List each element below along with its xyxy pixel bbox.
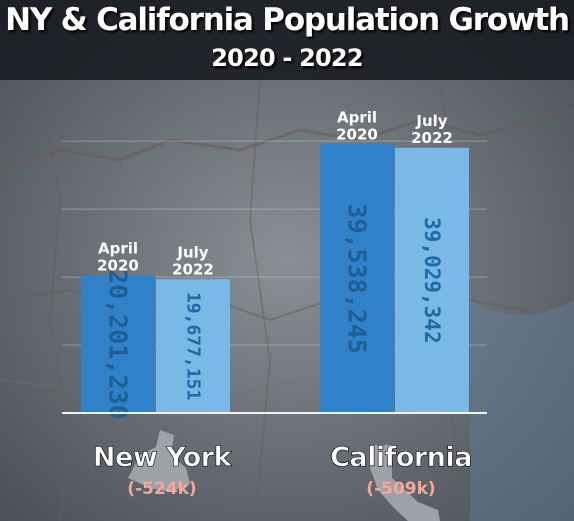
state-silhouettes: [128, 430, 440, 521]
new-york-shape-icon: [128, 430, 190, 492]
change-label: (-524k): [127, 479, 196, 499]
series-label: July 2022: [411, 112, 453, 147]
bar-new-york-1: [156, 279, 230, 413]
bar-california-1: [395, 147, 469, 414]
category-label: New York: [93, 442, 233, 473]
bar-value-label: 20,201,230: [104, 269, 133, 420]
series-label: April 2020: [336, 108, 378, 143]
change-label: (-509k): [366, 479, 435, 499]
bar-value-label: 19,677,151: [183, 292, 204, 400]
category-label: California: [330, 442, 472, 473]
series-label: April 2020: [97, 240, 139, 275]
bar-value-label: 39,538,245: [343, 203, 372, 354]
california-shape-icon: [370, 445, 440, 521]
bar-value-label: 39,029,342: [420, 217, 444, 343]
series-label: July 2022: [172, 243, 214, 278]
category-labels: New York (-524k) California (-509k): [93, 442, 473, 499]
chart-subtitle: 2020 - 2022: [211, 44, 363, 72]
bar-california-0: [320, 144, 394, 413]
bar-new-york-0: [81, 275, 155, 413]
title-banner: [0, 0, 574, 80]
chart-title: NY & California Population Growth: [5, 2, 570, 38]
